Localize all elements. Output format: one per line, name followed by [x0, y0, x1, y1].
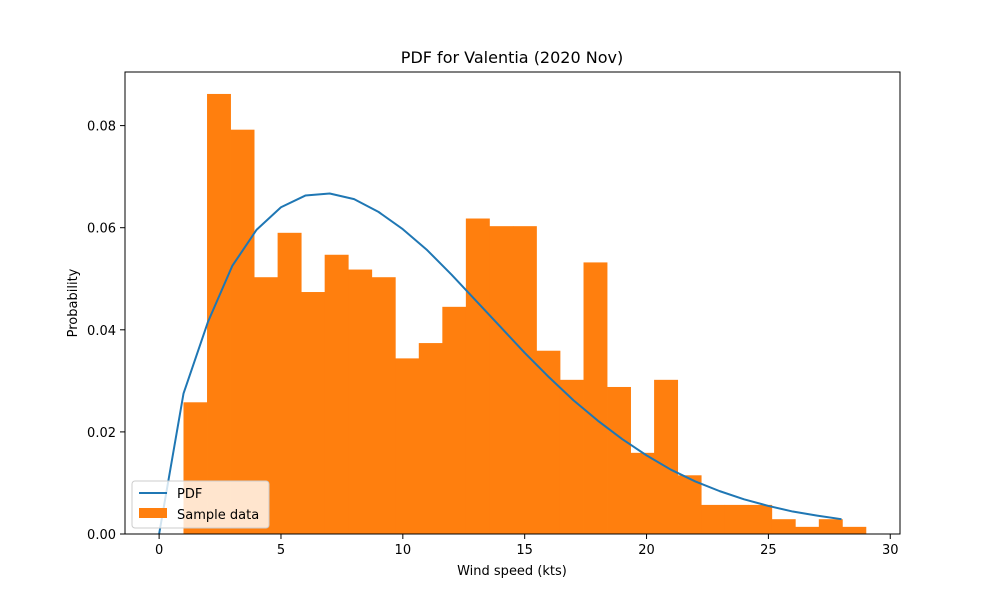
legend: PDF Sample data	[131, 480, 270, 529]
histogram-bar	[583, 262, 608, 534]
y-axis-label: Probability	[66, 268, 81, 337]
legend-sample-swatch	[139, 508, 167, 518]
histogram-bar	[395, 358, 420, 534]
y-axis-ticks: 0.00 0.02 0.04 0.06 0.08	[87, 120, 125, 543]
histogram-bar	[418, 343, 443, 534]
pdf-line-layer	[158, 192, 842, 535]
histogram-bars	[183, 93, 867, 535]
x-axis-label: Wind speed (kts)	[457, 564, 567, 579]
histogram-bar	[442, 306, 467, 534]
histogram-bar	[842, 526, 867, 534]
x-tick-label: 15	[516, 543, 533, 558]
x-axis-ticks: 0 5 10 15 20 25 30	[155, 534, 899, 558]
legend-sample-label: Sample data	[177, 508, 259, 523]
histogram-bar	[348, 269, 373, 534]
histogram-bar	[277, 232, 302, 534]
y-tick-label: 0.04	[87, 324, 116, 339]
histogram-bar	[230, 129, 255, 534]
histogram-bar	[207, 93, 231, 534]
histogram-bar	[630, 452, 655, 534]
histogram-bar	[771, 519, 796, 534]
x-tick-label: 20	[638, 543, 655, 558]
x-tick-label: 25	[760, 543, 777, 558]
chart-title: PDF for Valentia (2020 Nov)	[401, 48, 623, 67]
x-tick-label: 5	[277, 543, 285, 558]
x-tick-label: 30	[882, 543, 899, 558]
histogram-bar	[536, 350, 561, 534]
histogram-bar	[371, 277, 396, 534]
histogram-bar	[559, 379, 584, 534]
y-tick-label: 0.00	[87, 528, 116, 543]
histogram-bar	[324, 254, 349, 535]
histogram-bar	[724, 504, 749, 534]
histogram-bar	[301, 292, 326, 534]
histogram-bar	[818, 519, 843, 534]
y-tick-label: 0.08	[87, 120, 116, 135]
histogram-bar	[465, 218, 490, 535]
y-tick-label: 0.06	[87, 222, 116, 237]
histogram-bar	[607, 386, 631, 534]
x-tick-label: 0	[155, 543, 163, 558]
pdf-line	[158, 192, 842, 535]
legend-pdf-label: PDF	[177, 487, 202, 502]
histogram-bar	[748, 504, 773, 534]
histogram-bar	[512, 226, 537, 534]
histogram-bar	[677, 475, 702, 534]
histogram-bar	[654, 379, 679, 534]
y-tick-label: 0.02	[87, 426, 116, 441]
histogram-bar	[795, 526, 820, 534]
x-tick-label: 10	[395, 543, 412, 558]
histogram-bar	[254, 277, 279, 534]
histogram-bar	[489, 226, 514, 534]
histogram-bar	[701, 504, 726, 534]
axes-frame	[124, 71, 901, 535]
